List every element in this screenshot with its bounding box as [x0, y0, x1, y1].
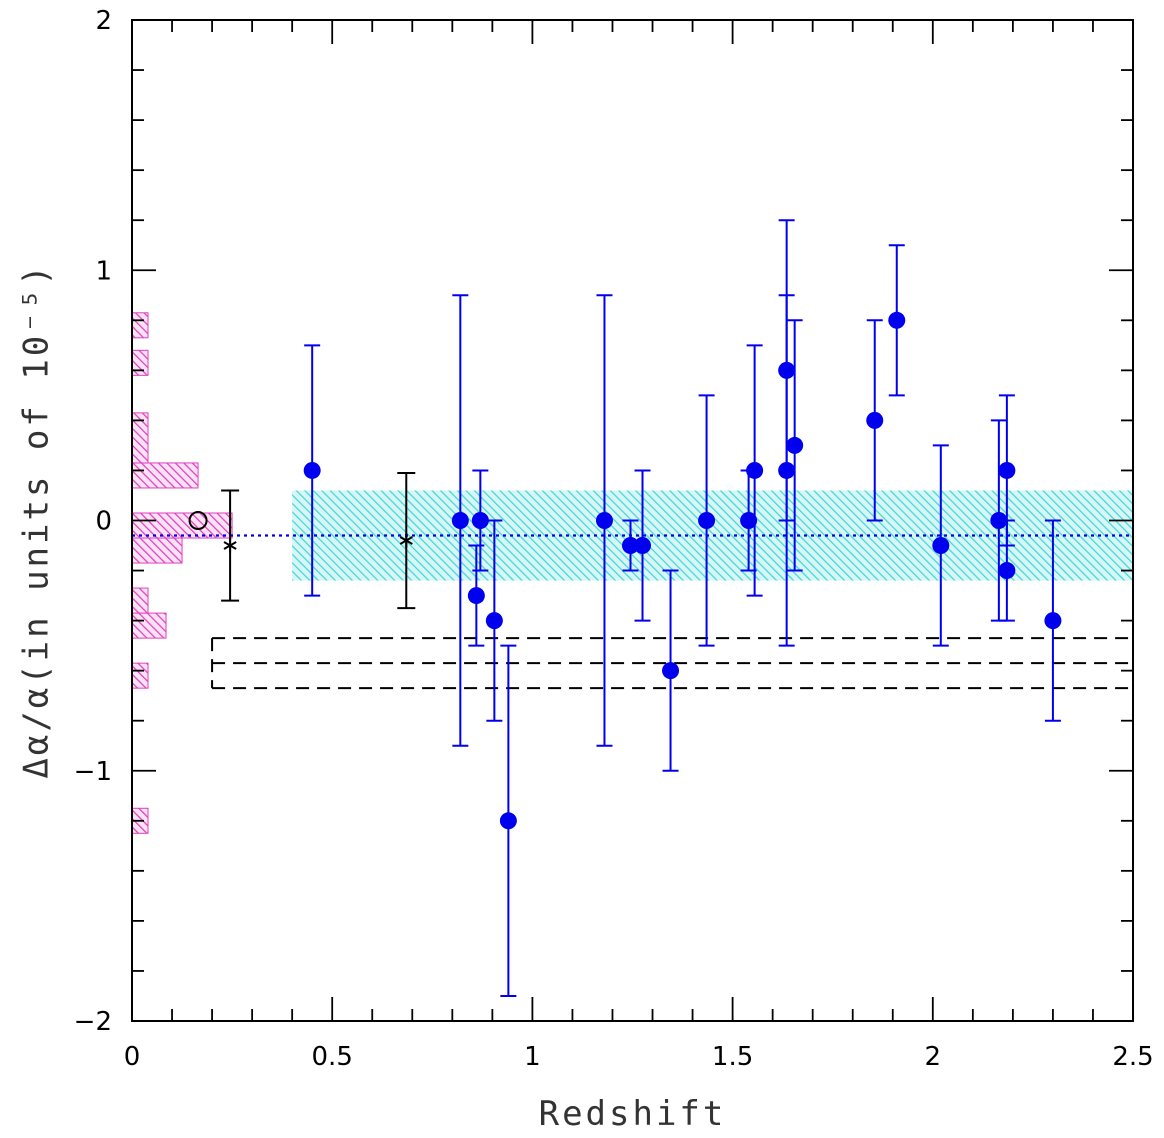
data-points-layer	[188, 219, 1062, 997]
data-point	[998, 461, 1016, 479]
x-tick-label: 0.5	[312, 1042, 353, 1072]
axes-layer: 0 0.5 1 1.5 2 2.5 −2 −1 0 1 2	[74, 6, 1154, 1072]
star-data-point	[399, 536, 413, 545]
data-point	[634, 537, 652, 555]
x-tick-label: 0	[124, 1042, 141, 1072]
data-point	[778, 461, 796, 479]
y-tick-label: 1	[95, 256, 112, 286]
y-axis-title: Δα/α(in units of 10⁻⁵)	[17, 262, 57, 778]
data-point	[746, 461, 764, 479]
x-tick-label: 2	[925, 1042, 942, 1072]
histogram-bar	[131, 587, 149, 614]
shaded-band-layer	[292, 490, 1133, 581]
data-point	[932, 537, 950, 555]
star-data-point	[223, 541, 237, 550]
data-point	[698, 512, 716, 529]
x-tick-label: 2.5	[1112, 1042, 1153, 1072]
y-tick-label: −1	[74, 757, 112, 787]
data-point	[621, 537, 639, 555]
y-tick-label: 0	[95, 507, 112, 537]
histogram-bar	[131, 462, 199, 489]
data-point	[499, 812, 517, 830]
data-point	[740, 512, 758, 529]
data-point	[888, 311, 906, 329]
data-point	[303, 461, 321, 479]
data-point	[866, 411, 884, 429]
data-point	[451, 512, 469, 529]
x-axis-title: Redshift	[539, 1094, 727, 1134]
histogram-bar	[131, 537, 183, 564]
data-point	[786, 436, 804, 454]
data-point	[467, 587, 485, 605]
data-point	[662, 662, 680, 680]
x-tick-label: 1.5	[712, 1042, 753, 1072]
histogram-bar	[131, 312, 149, 339]
y-tick-label: −2	[74, 1007, 112, 1037]
data-point	[471, 512, 489, 529]
y-tick-label: 2	[95, 6, 112, 36]
histogram-bar	[131, 349, 149, 376]
open-data-point	[188, 511, 208, 530]
reference-lines-layer	[132, 534, 1133, 690]
x-tick-label: 1	[524, 1042, 541, 1072]
data-point	[990, 512, 1008, 529]
shaded-band	[292, 490, 1133, 581]
histogram-bar	[131, 612, 167, 639]
data-point	[595, 512, 613, 529]
data-point	[998, 562, 1016, 580]
data-point	[485, 612, 503, 630]
histogram-bar	[131, 512, 233, 539]
histogram-bar	[131, 662, 149, 689]
data-point	[1044, 612, 1062, 630]
